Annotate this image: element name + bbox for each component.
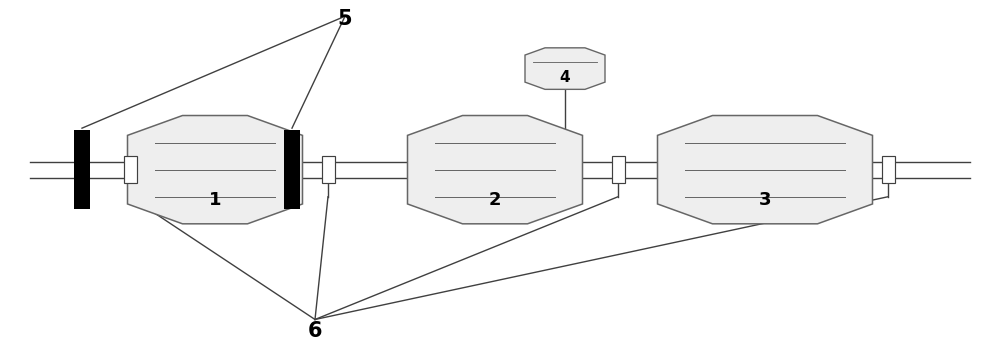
Text: 1: 1 (209, 191, 221, 209)
Polygon shape (525, 48, 605, 89)
Bar (612, 156, 624, 183)
Bar (284, 130, 300, 209)
Polygon shape (658, 116, 872, 224)
Polygon shape (128, 116, 302, 224)
Text: 6: 6 (308, 321, 322, 341)
Text: 2: 2 (489, 191, 501, 209)
Polygon shape (408, 116, 582, 224)
Text: 5: 5 (338, 9, 352, 29)
Bar (124, 156, 136, 183)
Bar (74, 130, 90, 209)
Text: 3: 3 (759, 191, 771, 209)
Text: 4: 4 (560, 70, 570, 85)
Bar (322, 156, 334, 183)
Bar (882, 156, 895, 183)
